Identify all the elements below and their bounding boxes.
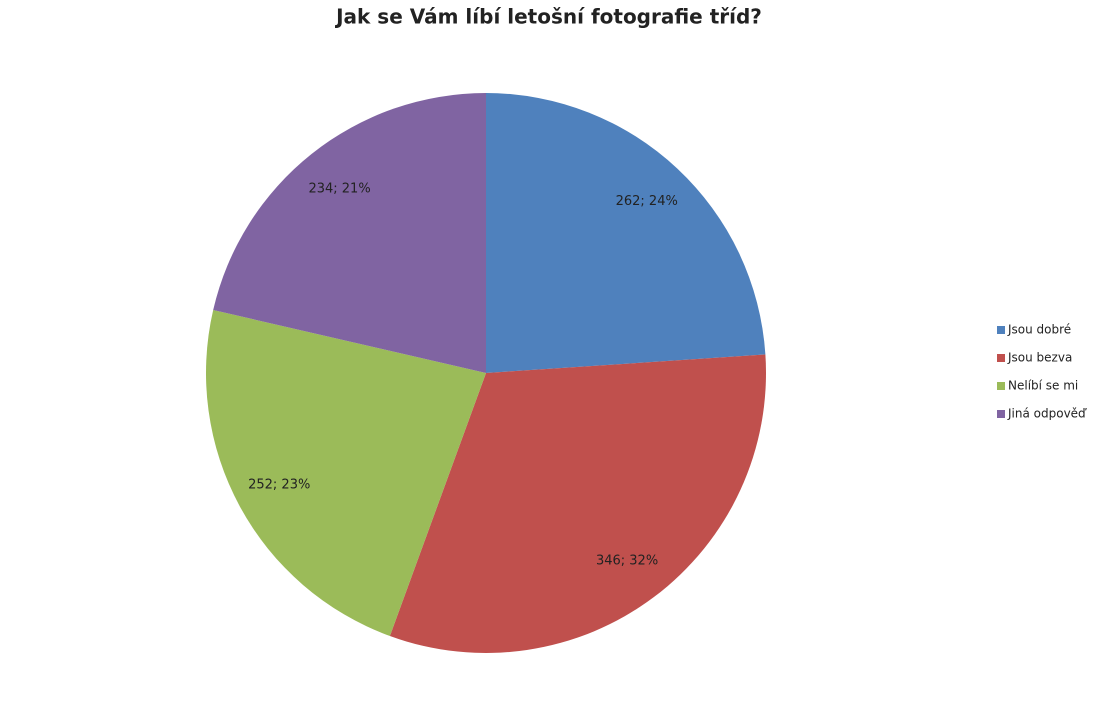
data-label: 234; 21% <box>308 181 370 196</box>
legend-label: Nelíbí se mi <box>1008 379 1078 393</box>
pie-slice <box>486 93 766 373</box>
legend-swatch <box>997 326 1005 334</box>
legend-label: Jsou dobré <box>1007 323 1071 337</box>
pie-slice <box>206 310 486 636</box>
legend-swatch <box>997 382 1005 390</box>
pie-slice <box>213 93 486 373</box>
legend-swatch <box>997 354 1005 362</box>
chart-title: Jak se Vám líbí letošní fotografie tříd? <box>334 5 762 29</box>
data-label: 252; 23% <box>248 478 310 493</box>
pie-slice <box>389 354 766 654</box>
legend-label: Jiná odpověď <box>1007 407 1087 421</box>
data-label: 346; 32% <box>596 554 658 569</box>
legend-label: Jsou bezva <box>1007 351 1072 365</box>
legend-swatch <box>997 410 1005 418</box>
data-label: 262; 24% <box>616 194 678 209</box>
